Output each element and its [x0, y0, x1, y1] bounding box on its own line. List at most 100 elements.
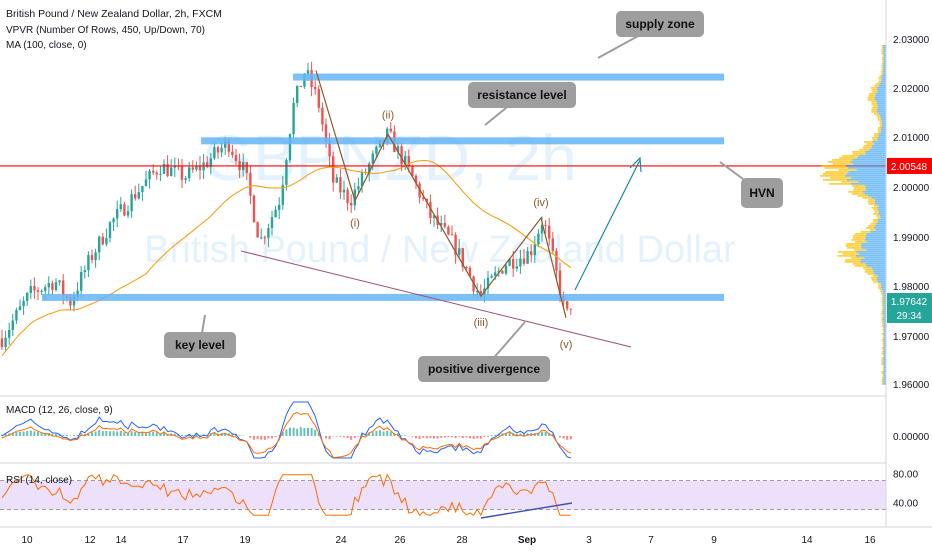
volume-profile-up	[871, 103, 877, 105]
candle-body	[235, 155, 237, 161]
candle-body	[156, 172, 158, 174]
vpvr-indicator-label[interactable]: VPVR (Number Of Rows, 450, Up/Down, 70)	[6, 25, 205, 36]
macd-histogram-bar	[91, 432, 93, 436]
volume-profile-down	[881, 131, 886, 133]
candle-body	[26, 293, 28, 301]
macd-histogram-bar	[494, 435, 496, 436]
volume-profile-up	[878, 119, 881, 121]
price-tick-label: 1.96000	[893, 380, 930, 391]
rsi-indicator-label[interactable]: RSI (14, close)	[6, 475, 72, 486]
volume-profile-up	[821, 165, 846, 167]
volume-profile-up	[881, 71, 883, 73]
macd-histogram-bar	[260, 436, 262, 440]
volume-profile-up	[871, 111, 877, 113]
volume-profile-up	[855, 233, 867, 235]
macd-histogram-bar	[347, 436, 349, 438]
volume-profile-up	[882, 295, 884, 297]
volume-profile-down	[859, 155, 886, 157]
candle-body	[512, 259, 514, 269]
volume-profile-down	[880, 83, 886, 85]
candle-body	[55, 282, 57, 290]
volume-profile-down	[877, 91, 886, 93]
macd-histogram-bar	[257, 436, 259, 439]
candle-body	[271, 217, 273, 228]
volume-profile-down	[866, 235, 886, 237]
volume-profile-down	[857, 157, 886, 159]
volume-profile-up	[863, 267, 872, 269]
wave-label: (i)	[350, 218, 360, 230]
ma-indicator-label[interactable]: MA (100, close, 0)	[6, 40, 87, 51]
volume-profile-up	[868, 95, 875, 97]
volume-profile-up	[882, 315, 883, 317]
candle-body	[58, 280, 60, 282]
candle-body	[494, 272, 496, 275]
candle-body	[346, 190, 348, 203]
macd-histogram-bar	[116, 431, 118, 436]
volume-profile-down	[882, 75, 886, 77]
candle-body	[343, 190, 345, 193]
macd-histogram-bar	[181, 435, 183, 436]
volume-profile-up	[852, 193, 865, 195]
candle-body	[260, 237, 262, 238]
candle-body	[296, 86, 298, 103]
candle-body	[534, 244, 536, 255]
volume-profile-down	[861, 259, 886, 261]
macd-histogram-bar	[141, 432, 143, 436]
volume-profile-up	[873, 105, 878, 107]
volume-profile-down	[879, 205, 886, 207]
macd-histogram-bar	[113, 431, 115, 436]
macd-histogram-bar	[415, 436, 417, 438]
candle-body	[44, 287, 46, 291]
macd-indicator-label[interactable]: MACD (12, 26, close, 9)	[6, 405, 113, 416]
volume-profile-up	[883, 367, 884, 369]
volume-profile-up	[871, 109, 877, 111]
volume-profile-up	[882, 383, 884, 385]
candle-body	[188, 167, 190, 178]
volume-profile-down	[868, 195, 886, 197]
macd-histogram-bar	[343, 436, 345, 437]
volume-profile-down	[881, 129, 886, 131]
time-tick-label: 16	[864, 535, 876, 546]
volume-profile-up	[868, 203, 875, 205]
volume-profile-down	[874, 273, 886, 275]
volume-profile-down	[856, 255, 886, 257]
volume-profile-up	[881, 359, 883, 361]
macd-histogram-bar	[19, 432, 21, 436]
macd-histogram-bar	[131, 431, 133, 436]
volume-profile-up	[881, 51, 883, 53]
volume-profile-up	[878, 287, 881, 289]
volume-profile-down	[865, 193, 886, 195]
candle-body	[314, 87, 316, 89]
callout-label: positive divergence	[428, 362, 540, 376]
zone-rect	[42, 294, 724, 301]
volume-profile-up	[878, 285, 881, 287]
volume-profile-up	[882, 361, 884, 363]
macd-histogram-bar	[239, 435, 241, 436]
macd-histogram-bar	[300, 427, 302, 436]
volume-profile-up	[871, 101, 877, 103]
time-tick-label: 26	[394, 535, 406, 546]
volume-profile-up	[873, 275, 878, 277]
volume-profile-down	[850, 161, 886, 163]
macd-histogram-bar	[329, 436, 331, 439]
volume-profile-up	[820, 175, 845, 177]
price-tick-label: 2.01000	[893, 133, 930, 144]
candle-body	[307, 70, 309, 74]
volume-profile-down	[879, 211, 886, 213]
candle-body	[336, 177, 338, 182]
time-tick-label: 28	[456, 535, 468, 546]
volume-profile-up	[879, 79, 882, 81]
volume-profile-down	[865, 237, 886, 239]
volume-profile-up	[846, 243, 861, 245]
macd-histogram-bar	[375, 431, 377, 436]
volume-profile-up	[881, 363, 883, 365]
volume-profile-up	[823, 179, 847, 181]
volume-profile-up	[872, 91, 877, 93]
candle-body	[278, 205, 280, 210]
candle-body	[1, 338, 3, 347]
volume-profile-up	[865, 271, 873, 273]
main-pane	[0, 45, 886, 385]
wave-label: (ii)	[382, 109, 394, 121]
volume-profile-up	[868, 225, 875, 227]
